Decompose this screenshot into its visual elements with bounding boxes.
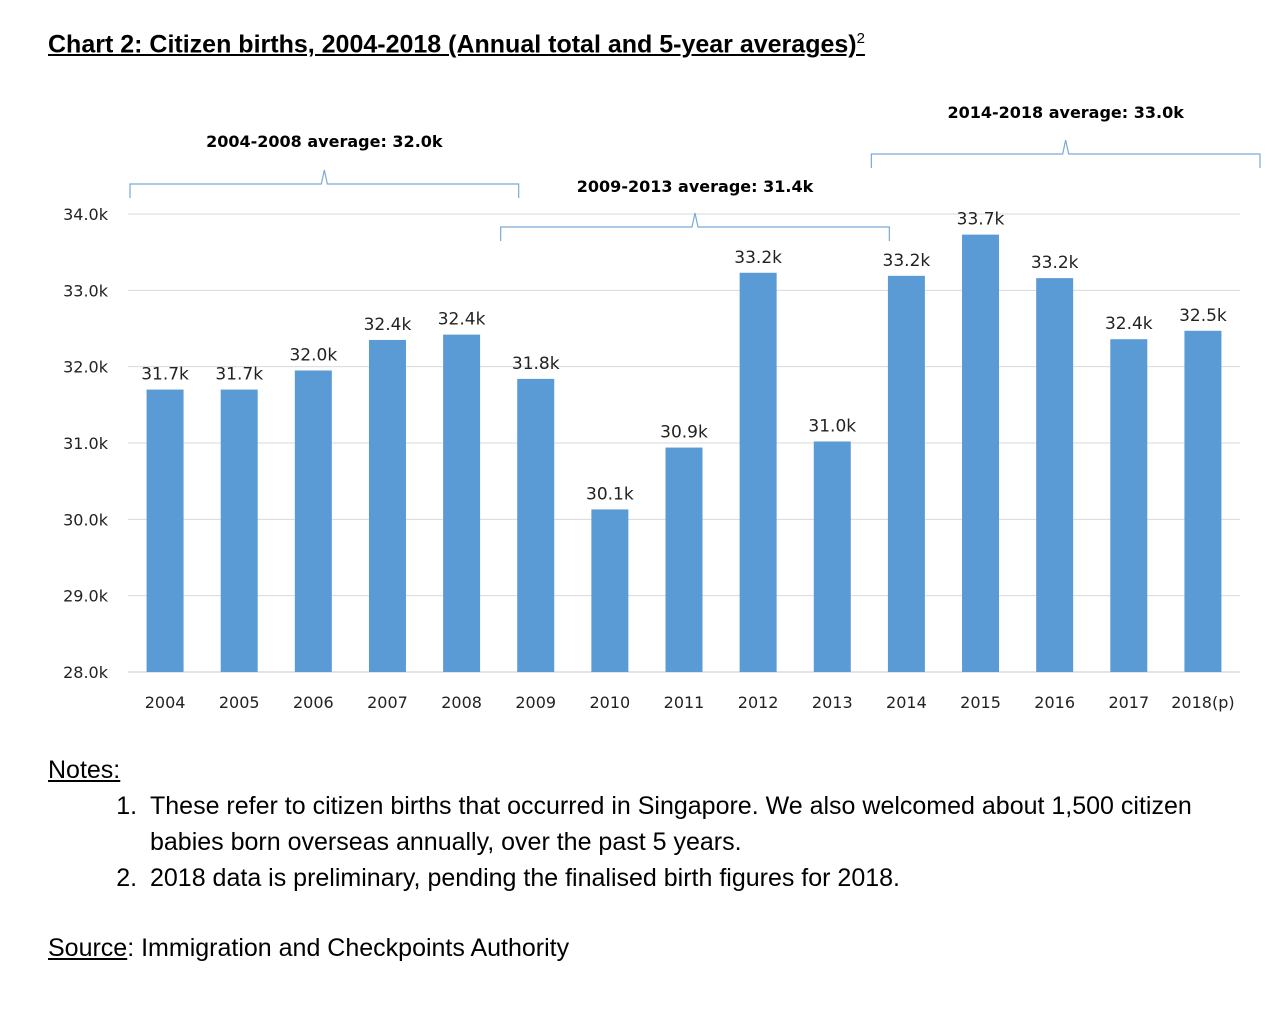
- bars: [146, 234, 1222, 673]
- bar: [1110, 339, 1148, 672]
- data-label: 31.7k: [215, 365, 263, 385]
- x-tick-label: 2007: [367, 693, 408, 712]
- bar: [517, 378, 555, 672]
- data-label: 31.0k: [808, 416, 856, 436]
- x-tick-label: 2009: [515, 693, 556, 712]
- title-footnote-ref: 2: [856, 30, 865, 47]
- bar: [220, 389, 258, 672]
- chart-title: Chart 2: Citizen births, 2004-2018 (Annu…: [48, 30, 865, 59]
- notes-section: Notes: These refer to citizen births tha…: [48, 752, 1272, 896]
- bar: [962, 234, 1000, 673]
- average-brackets: 2004-2008 average: 32.0k 2009-2013 averag…: [129, 103, 1261, 241]
- x-tick-label: 2014: [886, 693, 927, 712]
- x-tick-label: 2008: [441, 693, 482, 712]
- y-tick-label: 29.0k: [63, 587, 109, 606]
- average-bracket: [129, 169, 520, 198]
- data-label: 30.9k: [660, 423, 708, 443]
- x-tick-label: 2018(p): [1171, 693, 1234, 712]
- source-label: Source: [48, 934, 128, 962]
- x-tick-label: 2005: [219, 693, 260, 712]
- notes-heading: Notes:: [48, 756, 121, 784]
- bar: [1184, 330, 1222, 672]
- y-tick-label: 34.0k: [63, 205, 109, 224]
- bar: [887, 275, 925, 672]
- x-tick-label: 2012: [738, 693, 779, 712]
- x-axis-ticks: 2004 2005 2006 2007 2008 2009 2010 2011 2012 2013…: [145, 693, 1235, 712]
- x-tick-label: 2015: [960, 693, 1001, 712]
- average-bracket: [500, 212, 890, 241]
- y-tick-label: 28.0k: [63, 663, 109, 682]
- x-tick-label: 2017: [1108, 693, 1149, 712]
- y-tick-label: 32.0k: [63, 358, 109, 377]
- note-item: 2018 data is preliminary, pending the fi…: [144, 860, 1272, 896]
- average-label: 2004-2008 average: 32.0k: [206, 132, 443, 151]
- source-line: Source: Immigration and Checkpoints Auth…: [48, 934, 569, 963]
- x-tick-label: 2006: [293, 693, 334, 712]
- bar: [443, 334, 481, 672]
- bar: [665, 447, 703, 672]
- chart-title-text: Chart 2: Citizen births, 2004-2018 (Annu…: [48, 30, 857, 59]
- data-label: 33.2k: [734, 248, 782, 268]
- data-label: 30.1k: [586, 484, 634, 504]
- note-item: These refer to citizen births that occur…: [144, 788, 1272, 860]
- x-tick-label: 2010: [590, 693, 631, 712]
- data-label: 33.2k: [1031, 253, 1079, 273]
- bar: [739, 272, 777, 672]
- average-bracket: [870, 139, 1261, 168]
- bar: [368, 339, 406, 672]
- data-labels: 31.7k 31.7k 32.0k 32.4k 32.4k 31.8k 30.1k 30.9k…: [141, 210, 1227, 505]
- data-label: 31.7k: [141, 365, 189, 385]
- source-text: : Immigration and Checkpoints Authority: [127, 934, 570, 962]
- average-label: 2014-2018 average: 33.0k: [947, 103, 1184, 122]
- x-tick-label: 2016: [1034, 693, 1075, 712]
- data-label: 32.0k: [289, 345, 337, 365]
- data-label: 32.4k: [1105, 314, 1153, 334]
- y-tick-label: 30.0k: [63, 510, 109, 529]
- notes-list: These refer to citizen births that occur…: [48, 788, 1272, 896]
- data-label: 33.2k: [883, 251, 931, 271]
- data-label: 32.5k: [1179, 306, 1227, 326]
- data-label: 32.4k: [364, 315, 412, 335]
- bar: [813, 441, 851, 672]
- data-label: 32.4k: [438, 310, 486, 330]
- y-axis-ticks: 28.0k 29.0k 30.0k 31.0k 32.0k 33.0k 34.0k: [63, 205, 109, 682]
- x-tick-label: 2004: [145, 693, 186, 712]
- bar: [591, 509, 629, 672]
- data-label: 31.8k: [512, 354, 560, 374]
- y-tick-label: 31.0k: [63, 434, 109, 453]
- data-label: 33.7k: [957, 210, 1005, 230]
- x-tick-label: 2013: [812, 693, 853, 712]
- x-tick-label: 2011: [664, 693, 705, 712]
- bar: [1036, 278, 1074, 672]
- bar: [146, 389, 184, 672]
- y-tick-label: 33.0k: [63, 281, 109, 300]
- bar-chart: 28.0k 29.0k 30.0k 31.0k 32.0k 33.0k 34.0k 31.7…: [63, 103, 1261, 712]
- bar: [294, 370, 332, 672]
- average-label: 2009-2013 average: 31.4k: [577, 177, 814, 196]
